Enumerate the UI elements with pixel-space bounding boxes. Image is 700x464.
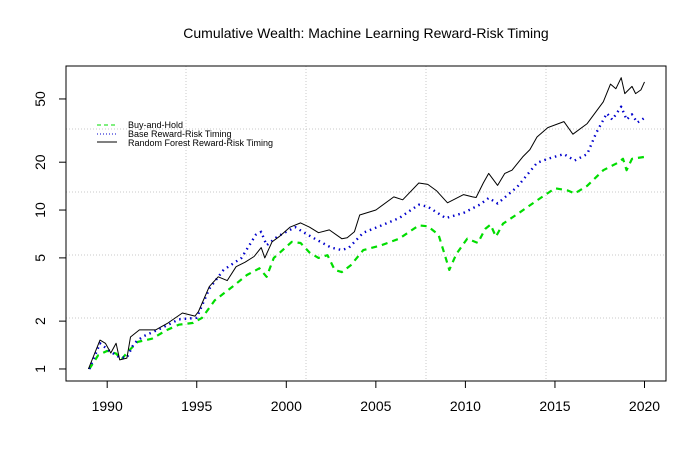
x-tick-label: 2000 (271, 398, 302, 414)
x-tick-label: 2010 (450, 398, 481, 414)
legend-label-base: Base Reward-Risk Timing (128, 129, 232, 139)
chart-title: Cumulative Wealth: Machine Learning Rewa… (183, 25, 548, 41)
series-line-random-forest-reward-risk-timing (87, 77, 645, 370)
series-line-base-reward-risk-timing (88, 105, 646, 370)
series-line-buy-and-hold (88, 155, 645, 370)
x-axis: 1990 1995 2000 2005 2010 2015 2020 (92, 381, 660, 414)
x-tick-label: 1990 (92, 398, 123, 414)
y-axis: 1 2 5 10 20 50 (32, 91, 66, 373)
y-tick-label: 10 (32, 202, 48, 218)
legend: Buy-and-Hold Base Reward-Risk Timing Ran… (97, 120, 273, 148)
y-tick-label: 1 (32, 365, 48, 373)
legend-label-buy-and-hold: Buy-and-Hold (128, 120, 183, 130)
x-tick-label: 1995 (181, 398, 212, 414)
x-tick-label: 2015 (539, 398, 570, 414)
plot-frame (65, 65, 667, 382)
x-tick-label: 2020 (629, 398, 660, 414)
legend-label-random-forest: Random Forest Reward-Risk Timing (128, 138, 273, 148)
y-tick-label: 2 (32, 317, 48, 325)
y-tick-label: 5 (32, 254, 48, 262)
y-tick-label: 50 (32, 91, 48, 107)
grid (66, 66, 666, 381)
series-lines (87, 77, 646, 370)
y-tick-label: 20 (32, 154, 48, 170)
x-tick-label: 2005 (360, 398, 391, 414)
